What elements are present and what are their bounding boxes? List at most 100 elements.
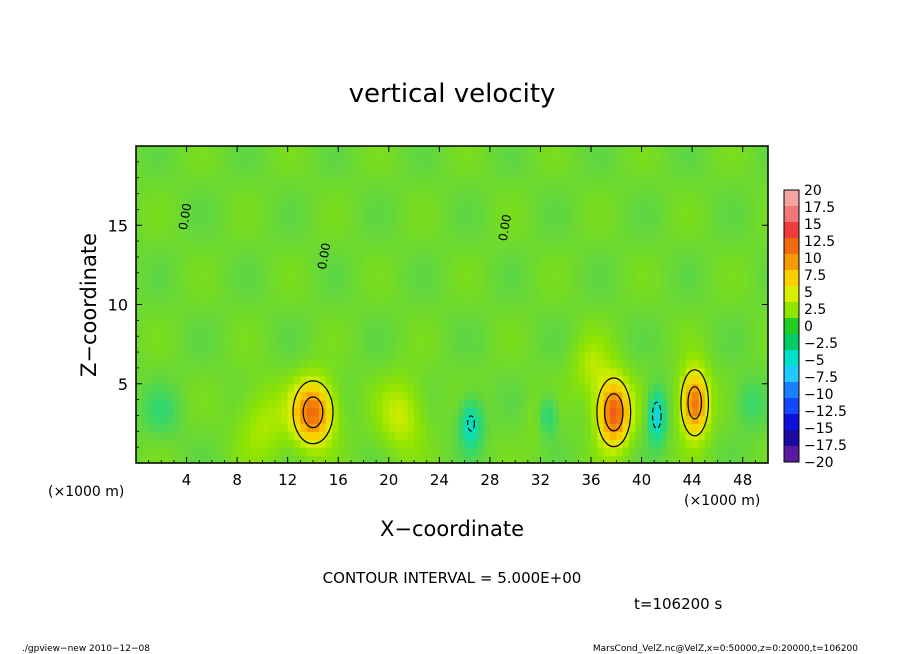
heat-cell — [534, 423, 542, 432]
heat-cell — [312, 359, 320, 369]
heat-cell — [376, 383, 384, 393]
heat-cell — [597, 312, 605, 321]
heat-cell — [224, 359, 232, 369]
heat-cell — [357, 375, 365, 385]
heat-cell — [679, 455, 687, 464]
heat-cell — [761, 264, 769, 274]
heat-cell — [312, 249, 320, 258]
heat-cell — [755, 169, 763, 179]
heat-cell — [692, 233, 700, 242]
heat-cell — [433, 296, 440, 306]
heat-cell — [312, 391, 320, 401]
heat-cell — [622, 455, 630, 464]
heat-cell — [338, 407, 346, 417]
heat-cell — [376, 312, 384, 321]
heat-cell — [230, 359, 238, 369]
heat-cell — [376, 241, 384, 250]
heat-cell — [325, 185, 333, 195]
heat-cell — [458, 383, 466, 393]
heat-cell — [262, 447, 270, 456]
heat-cell — [325, 264, 333, 274]
heat-cell — [306, 233, 314, 242]
heat-cell — [401, 312, 409, 321]
heat-cell — [167, 241, 175, 250]
heat-cell — [742, 264, 750, 274]
heat-cell — [420, 193, 428, 203]
heat-cell — [685, 399, 693, 409]
heat-cell — [230, 193, 238, 203]
heat-cell — [243, 423, 251, 432]
heat-cell — [553, 249, 561, 258]
heat-cell — [641, 249, 649, 258]
heat-cell — [180, 407, 188, 417]
heat-cell — [275, 431, 282, 440]
heat-cell — [319, 209, 327, 218]
heat-cell — [559, 415, 567, 424]
heat-cell — [616, 161, 624, 171]
heat-cell — [331, 264, 339, 274]
heat-cell — [205, 328, 213, 337]
heat-cell — [300, 288, 308, 298]
heat-cell — [666, 431, 674, 440]
heat-cell — [584, 153, 592, 163]
heat-cell — [433, 177, 440, 187]
heat-cell — [584, 455, 592, 464]
heat-cell — [610, 249, 617, 258]
heat-cell — [755, 399, 763, 409]
heat-cell — [205, 169, 213, 179]
heat-cell — [470, 304, 478, 314]
heat-cell — [433, 367, 440, 377]
heat-cell — [180, 328, 188, 337]
heat-cell — [167, 161, 175, 171]
heat-cell — [622, 146, 630, 155]
heat-cell — [698, 320, 706, 329]
heat-cell — [167, 312, 175, 321]
heat-cell — [635, 217, 643, 226]
heat-cell — [180, 256, 188, 266]
contour-line — [651, 401, 662, 430]
heat-cell — [180, 241, 188, 250]
heat-cell — [616, 146, 624, 155]
heat-cell — [534, 447, 542, 456]
heat-cell — [306, 177, 314, 187]
heat-cell — [369, 264, 377, 274]
heat-cell — [218, 249, 226, 258]
heat-cell — [376, 249, 384, 258]
heat-cell — [704, 249, 712, 258]
heat-cell — [433, 423, 440, 432]
heat-cell — [654, 217, 662, 226]
heat-cell — [527, 375, 535, 385]
heat-cell — [312, 209, 320, 218]
heat-cell — [736, 336, 744, 345]
heat-cell — [186, 288, 194, 298]
heat-cell — [249, 272, 257, 282]
heat-cell — [319, 359, 327, 369]
heat-cell — [237, 320, 245, 329]
contour-line — [292, 380, 334, 445]
heat-cell — [167, 399, 175, 409]
heat-cell — [281, 352, 289, 361]
heat-cell — [407, 249, 415, 258]
heat-cell — [148, 288, 156, 298]
heat-cell — [445, 375, 453, 385]
heat-cell — [723, 455, 731, 464]
heat-cell — [294, 320, 301, 329]
heat-cell — [142, 375, 150, 385]
heat-cell — [717, 217, 725, 226]
heat-cell — [388, 344, 396, 353]
heat-cell — [508, 201, 516, 211]
heat-cell — [237, 383, 245, 393]
heat-cell — [470, 225, 478, 234]
heat-cell — [761, 359, 769, 369]
heat-cell — [154, 288, 162, 298]
heat-cell — [350, 431, 358, 440]
heat-cell — [654, 241, 662, 250]
heat-cell — [730, 415, 737, 424]
heat-cell — [502, 233, 510, 242]
heat-cell — [230, 169, 238, 179]
heat-cell — [679, 241, 687, 250]
heat-cell — [553, 431, 561, 440]
heat-cell — [584, 272, 592, 282]
heat-cell — [540, 217, 548, 226]
heat-cell — [654, 256, 662, 266]
